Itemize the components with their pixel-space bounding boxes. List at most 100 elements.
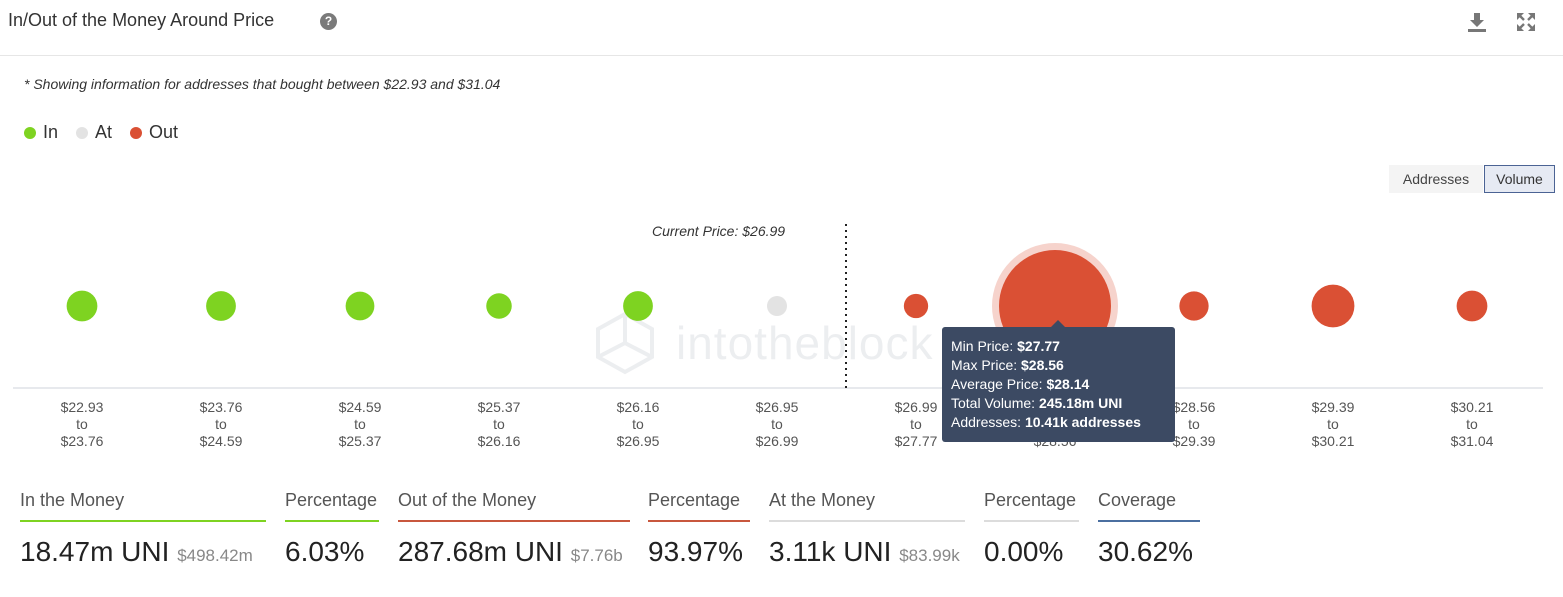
legend-dot-in bbox=[24, 126, 36, 139]
legend-label-in: In bbox=[43, 122, 59, 142]
stat-underline bbox=[984, 520, 1079, 522]
x-tick-label: $25.37 bbox=[478, 399, 521, 415]
stat-label: Percentage bbox=[984, 490, 1077, 510]
stat-coverage: Coverage 30.62% bbox=[1098, 490, 1200, 568]
tooltip-max-price: Max Price: $28.56 bbox=[951, 357, 1064, 373]
stat-label: At the Money bbox=[769, 490, 876, 510]
bubble-out[interactable] bbox=[903, 293, 929, 319]
x-tick-label: $27.77 bbox=[895, 433, 938, 449]
x-tick-label: $26.99 bbox=[756, 433, 799, 449]
tooltip-total-volume: Total Volume: 245.18m UNI bbox=[951, 395, 1123, 411]
chart-legend: In At Out bbox=[24, 122, 196, 143]
stat-value: 6.03% bbox=[285, 536, 365, 567]
tooltip-addresses: Addresses: 10.41k addresses bbox=[951, 414, 1141, 430]
stat-label: Percentage bbox=[285, 490, 378, 510]
watermark-text: intotheblock bbox=[676, 317, 934, 369]
stat-label: Percentage bbox=[648, 490, 741, 510]
x-tick-label: $29.39 bbox=[1173, 433, 1216, 449]
x-tick-label: $25.37 bbox=[339, 433, 382, 449]
x-tick-label: $30.21 bbox=[1312, 433, 1355, 449]
x-tick-to: to bbox=[771, 416, 783, 432]
legend-item-at[interactable]: At bbox=[76, 122, 112, 143]
stat-underline bbox=[20, 520, 266, 522]
bubble-in[interactable] bbox=[345, 291, 375, 321]
x-tick-label: $28.56 bbox=[1173, 399, 1216, 415]
stat-value: 0.00% bbox=[984, 536, 1064, 567]
question-circle-icon[interactable]: ? bbox=[320, 13, 337, 30]
stat-underline bbox=[398, 520, 630, 522]
legend-item-out[interactable]: Out bbox=[130, 122, 178, 143]
x-tick-label: $26.95 bbox=[756, 399, 799, 415]
stat-label: Out of the Money bbox=[398, 490, 537, 510]
stat-underline bbox=[769, 520, 965, 522]
x-tick-to: to bbox=[632, 416, 644, 432]
download-icon[interactable] bbox=[1465, 10, 1489, 34]
page-title: In/Out of the Money Around Price bbox=[8, 10, 275, 30]
stat-value: 93.97% bbox=[648, 536, 743, 567]
bubble-chart: $22.93to$23.76$23.76to$24.59$24.59to$25.… bbox=[13, 224, 1543, 449]
stat-label: In the Money bbox=[20, 490, 125, 510]
stat-label: Coverage bbox=[1098, 490, 1177, 510]
stat-out-percentage: Percentage 93.97% bbox=[648, 490, 750, 568]
bubble-in[interactable] bbox=[623, 291, 653, 321]
x-tick-label: $24.59 bbox=[339, 399, 382, 415]
x-tick-label: $26.16 bbox=[478, 433, 521, 449]
stat-sub-value: $7.76b bbox=[570, 546, 623, 565]
x-tick-to: to bbox=[354, 416, 366, 432]
x-tick-to: to bbox=[215, 416, 227, 432]
tooltip: Min Price: $27.77 Max Price: $28.56 Aver… bbox=[942, 320, 1175, 442]
stat-value: 18.47m UNI $498.42m bbox=[20, 536, 253, 567]
bubble-in[interactable] bbox=[206, 291, 236, 321]
x-tick-label: $23.76 bbox=[61, 433, 104, 449]
stat-value: 30.62% bbox=[1098, 536, 1193, 567]
legend-label-out: Out bbox=[149, 122, 179, 142]
stat-underline bbox=[1098, 520, 1200, 522]
chart-header: In/Out of the Money Around Price ? bbox=[0, 0, 1563, 56]
x-tick-label: $23.76 bbox=[200, 399, 243, 415]
legend-item-in[interactable]: In bbox=[24, 122, 58, 143]
x-tick-label: $26.99 bbox=[895, 399, 938, 415]
x-tick-label: $22.93 bbox=[61, 399, 104, 415]
stat-at-the-money: At the Money 3.11k UNI $83.99k bbox=[769, 490, 965, 568]
tooltip-min-price: Min Price: $27.77 bbox=[951, 338, 1060, 354]
bubble-out[interactable] bbox=[1179, 291, 1209, 321]
x-tick-to: to bbox=[910, 416, 922, 432]
x-tick-to: to bbox=[76, 416, 88, 432]
stat-in-percentage: Percentage 6.03% bbox=[285, 490, 379, 568]
stat-sub-value: $83.99k bbox=[899, 546, 960, 565]
stat-value: 3.11k UNI $83.99k bbox=[769, 536, 960, 567]
tooltip-average-price: Average Price: $28.14 bbox=[951, 376, 1090, 392]
bubble-in[interactable] bbox=[486, 293, 512, 319]
bubble-out[interactable] bbox=[1456, 290, 1488, 322]
stat-out-of-the-money: Out of the Money 287.68m UNI $7.76b bbox=[398, 490, 630, 568]
watermark-logo-icon bbox=[596, 311, 654, 375]
stat-sub-value: $498.42m bbox=[177, 546, 253, 565]
watermark: intotheblock bbox=[592, 310, 934, 376]
x-tick-label: $26.95 bbox=[617, 433, 660, 449]
stat-value: 287.68m UNI $7.76b bbox=[398, 536, 623, 567]
legend-dot-out bbox=[130, 126, 143, 139]
legend-label-at: At bbox=[95, 122, 113, 142]
addresses-toggle-button[interactable]: Addresses bbox=[1389, 165, 1483, 193]
x-tick-to: to bbox=[1466, 416, 1478, 432]
stat-in-the-money: In the Money 18.47m UNI $498.42m bbox=[20, 490, 266, 568]
bubble-at[interactable] bbox=[767, 296, 787, 316]
bubble-in[interactable] bbox=[66, 290, 98, 322]
stat-underline bbox=[285, 520, 379, 522]
volume-toggle-button[interactable]: Volume bbox=[1484, 165, 1555, 193]
stat-at-percentage: Percentage 0.00% bbox=[984, 490, 1079, 568]
legend-dot-at bbox=[76, 126, 89, 139]
x-tick-label: $31.04 bbox=[1451, 433, 1494, 449]
bubble-out[interactable] bbox=[1311, 284, 1355, 328]
x-tick-to: to bbox=[1327, 416, 1339, 432]
x-tick-label: $24.59 bbox=[200, 433, 243, 449]
stat-underline bbox=[648, 520, 750, 522]
x-tick-label: $26.16 bbox=[617, 399, 660, 415]
x-tick-label: $29.39 bbox=[1312, 399, 1355, 415]
x-tick-label: $30.21 bbox=[1451, 399, 1494, 415]
x-tick-to: to bbox=[493, 416, 505, 432]
range-note: * Showing information for addresses that… bbox=[24, 76, 501, 92]
current-price-label: Current Price: $26.99 bbox=[652, 223, 786, 239]
expand-icon[interactable] bbox=[1514, 10, 1538, 34]
x-tick-to: to bbox=[1188, 416, 1200, 432]
